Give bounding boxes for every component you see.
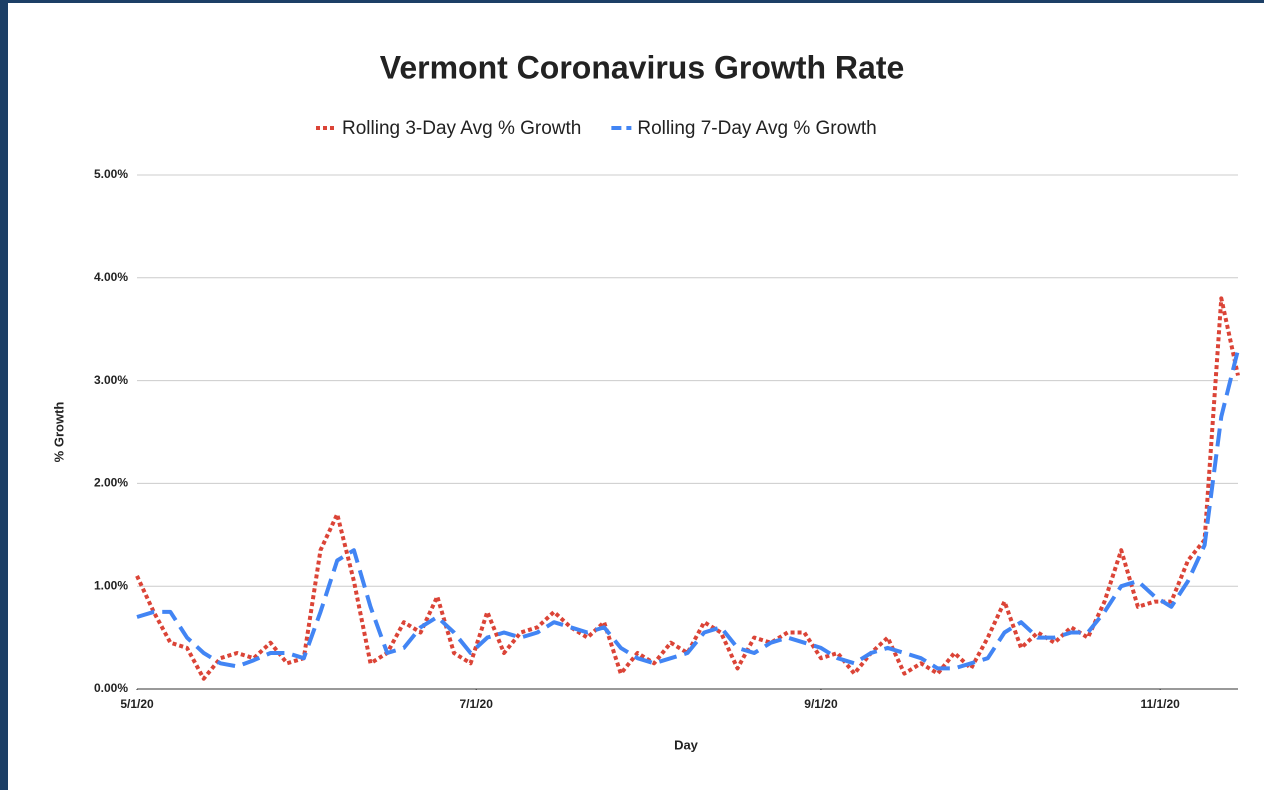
y-axis-title: % Growth [51,402,66,463]
y-tick-label: 1.00% [94,578,128,592]
y-tick-label: 0.00% [94,681,128,695]
legend-label: Rolling 7-Day Avg % Growth [637,118,876,139]
legend: Rolling 3-Day Avg % Growth Rolling 7-Day … [316,118,877,139]
x-tick-label: 5/1/20 [120,697,154,711]
data-line [136,349,1240,671]
x-tick-label: 9/1/20 [804,697,838,711]
y-tick-label: 5.00% [94,167,128,181]
x-axis-title: Day [674,737,699,752]
legend-label: Rolling 3-Day Avg % Growth [342,118,581,139]
x-tick-label: 11/1/20 [1140,697,1180,711]
y-tick-label: 2.00% [94,476,128,490]
x-tick-label: 7/1/20 [460,697,494,711]
chart-title: Vermont Coronavirus Growth Rate [380,49,905,85]
data-line [135,296,1240,681]
y-tick-label: 4.00% [94,270,128,284]
chart-background [8,3,1264,790]
y-tick-label: 3.00% [94,373,128,387]
